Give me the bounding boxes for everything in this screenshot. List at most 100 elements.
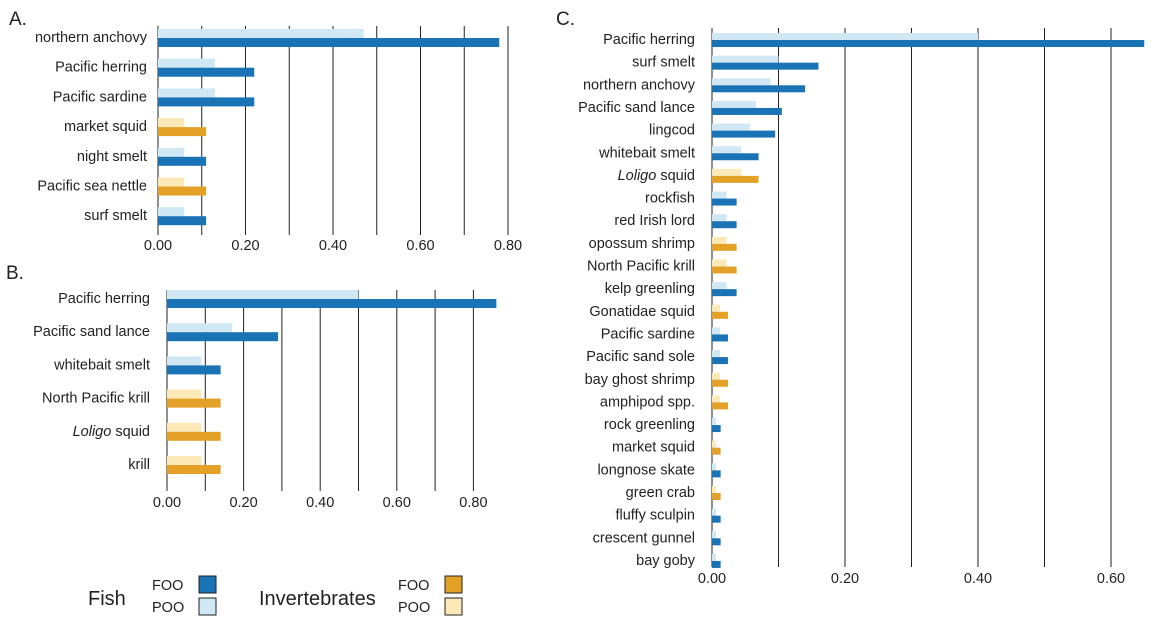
panel-c-category-label: lingcod [649, 123, 695, 139]
panel-c-foo-bar [712, 493, 721, 500]
panel-c-poo-bar [712, 214, 727, 222]
panel-c-poo-bar [712, 191, 727, 199]
panel-c-poo-bar [712, 372, 720, 380]
panel-a-category-label: Pacific herring [55, 60, 147, 76]
panel-c-foo-bar [712, 311, 728, 319]
panel-c-foo-bar [712, 175, 759, 183]
panel-b-tick-label: 0.20 [229, 495, 257, 511]
panel-b-foo-bar [167, 398, 221, 408]
panel-c-foo-bar [712, 425, 721, 433]
panel-a-poo-bar [158, 147, 185, 157]
panel-c-poo-bar [712, 395, 720, 403]
panel-c-category-label: rock greenling [604, 417, 695, 433]
panel-b-foo-bar [167, 431, 221, 441]
panel-a-tick-label: 0.20 [231, 238, 259, 254]
panel-a-poo-bar [158, 88, 215, 98]
legend-fish-foo-swatch [198, 575, 217, 594]
panel-c-poo-bar [712, 304, 720, 312]
legend-inv-foo-label: FOO [398, 578, 429, 594]
panel-b-tick-label: 0.60 [383, 495, 411, 511]
panel-a-foo-bar [158, 97, 255, 107]
panel-c-poo-bar [712, 259, 727, 267]
panel-c-foo-bar [712, 266, 737, 274]
legend-fish-poo-swatch [198, 597, 217, 616]
panel-c-foo-bar [712, 289, 737, 297]
panel-a-tick-label: 0.60 [406, 238, 434, 254]
panel-a-foo-bar [158, 67, 255, 77]
panel-c-poo-bar [712, 463, 716, 471]
panel-c-category-label: crescent gunnel [593, 530, 695, 546]
panel-b-foo-bar [167, 465, 221, 474]
panel-c-category-label: longnose skate [597, 462, 695, 478]
panel-c-poo-bar [712, 33, 978, 40]
panel-a-category-label: northern anchovy [35, 30, 148, 46]
panel-b-tick-label: 0.00 [153, 495, 181, 511]
panel-c-category-label: kelp greenling [605, 281, 695, 297]
panel-c-foo-bar [712, 62, 819, 70]
legend-invertebrates-label: Invertebrates [259, 588, 376, 610]
panel-a-tick-label: 0.00 [144, 238, 172, 254]
legend-inv-poo-label: POO [398, 600, 430, 616]
panel-b-tick-label: 0.80 [459, 495, 487, 511]
panel-c-category-label: red Irish lord [614, 213, 695, 229]
panel-c-category-label: opossum shrimp [589, 236, 695, 252]
panel-c-category-label: surf smelt [632, 55, 695, 71]
panel-c-poo-bar [712, 486, 716, 493]
panel-c-category-label: Pacific sand lance [578, 100, 695, 116]
panel-c-category-label: Loligo squid [618, 168, 695, 184]
panel-c-tick-label: 0.60 [1097, 571, 1125, 587]
panel-c-poo-bar [712, 531, 716, 539]
panel-c-foo-bar [712, 153, 759, 161]
panel-c-category-label: whitebait smelt [598, 145, 695, 161]
panel-a-poo-bar [158, 58, 215, 68]
legend-fish-label: Fish [88, 588, 126, 610]
panel-c-poo-bar [712, 78, 771, 86]
panel-c-tick-label: 0.40 [964, 571, 992, 587]
panel-c-title: C. [556, 9, 575, 30]
panel-c-poo-bar [712, 236, 727, 244]
panel-c-category-label: Pacific sand sole [586, 349, 695, 365]
panel-b-category-label: Pacific herring [58, 291, 150, 307]
panel-b-foo-bar [167, 332, 279, 342]
panel-a-foo-bar [158, 38, 500, 47]
panel-c-foo-bar [712, 560, 721, 568]
panel-c-poo-bar [712, 508, 716, 516]
panel-c-category-label: green crab [626, 485, 695, 501]
panel-c-poo-bar [712, 418, 716, 426]
panel-a-poo-bar [158, 118, 185, 128]
panel-c-foo-bar [712, 40, 1145, 47]
panel-b-category-label: whitebait smelt [53, 357, 150, 373]
panel-a-foo-bar [158, 186, 207, 196]
panel-b-title: B. [6, 263, 24, 284]
panel-c-category-label: Pacific herring [603, 32, 695, 48]
panel-b-category-label: Pacific sand lance [33, 324, 150, 340]
panel-c-foo-bar [712, 243, 737, 251]
panel-b-category-label: North Pacific krill [42, 391, 150, 407]
panel-c-foo-bar [712, 402, 728, 410]
panel-c-foo-bar [712, 357, 728, 365]
panel-b-chart: B. 0.00 0.20 0.40 0.60 0.80 Pacific herring Pac… [6, 263, 497, 511]
panel-c-category-label: rockfish [645, 191, 695, 207]
panel-c-foo-bar [712, 334, 728, 342]
panel-c-category-label: North Pacific krill [587, 259, 695, 275]
legend-inv-foo-swatch [444, 575, 463, 594]
panel-c-category-label: amphipod spp. [600, 394, 695, 410]
panel-c-category-label: bay goby [636, 553, 696, 569]
panel-c-category-label: market squid [612, 440, 695, 456]
panel-b-category-label: krill [128, 457, 150, 473]
panel-c-foo-bar [712, 379, 728, 387]
panel-b-foo-bar [167, 299, 497, 308]
panel-a-category-label: night smelt [77, 149, 147, 165]
panel-c-tick-label: 0.20 [831, 571, 859, 587]
panel-c-category-label: Pacific sardine [601, 326, 695, 342]
legend-inv-poo-swatch [444, 597, 463, 616]
panel-a-tick-label: 0.40 [319, 238, 347, 254]
panel-b-poo-bar [167, 290, 359, 299]
panel-a-poo-bar [158, 207, 185, 217]
panel-c-foo-bar [712, 515, 721, 523]
panel-c-foo-bar [712, 198, 737, 206]
panel-c-foo-bar [712, 538, 721, 546]
panel-c-chart: C. 0.00 0.20 0.40 0.60 Pacific herring surf sm… [556, 9, 1145, 587]
panel-c-foo-bar [712, 85, 806, 93]
panel-c-poo-bar [712, 123, 750, 131]
